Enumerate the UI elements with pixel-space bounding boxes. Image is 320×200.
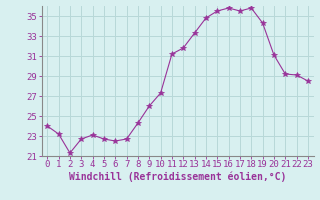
- X-axis label: Windchill (Refroidissement éolien,°C): Windchill (Refroidissement éolien,°C): [69, 172, 286, 182]
